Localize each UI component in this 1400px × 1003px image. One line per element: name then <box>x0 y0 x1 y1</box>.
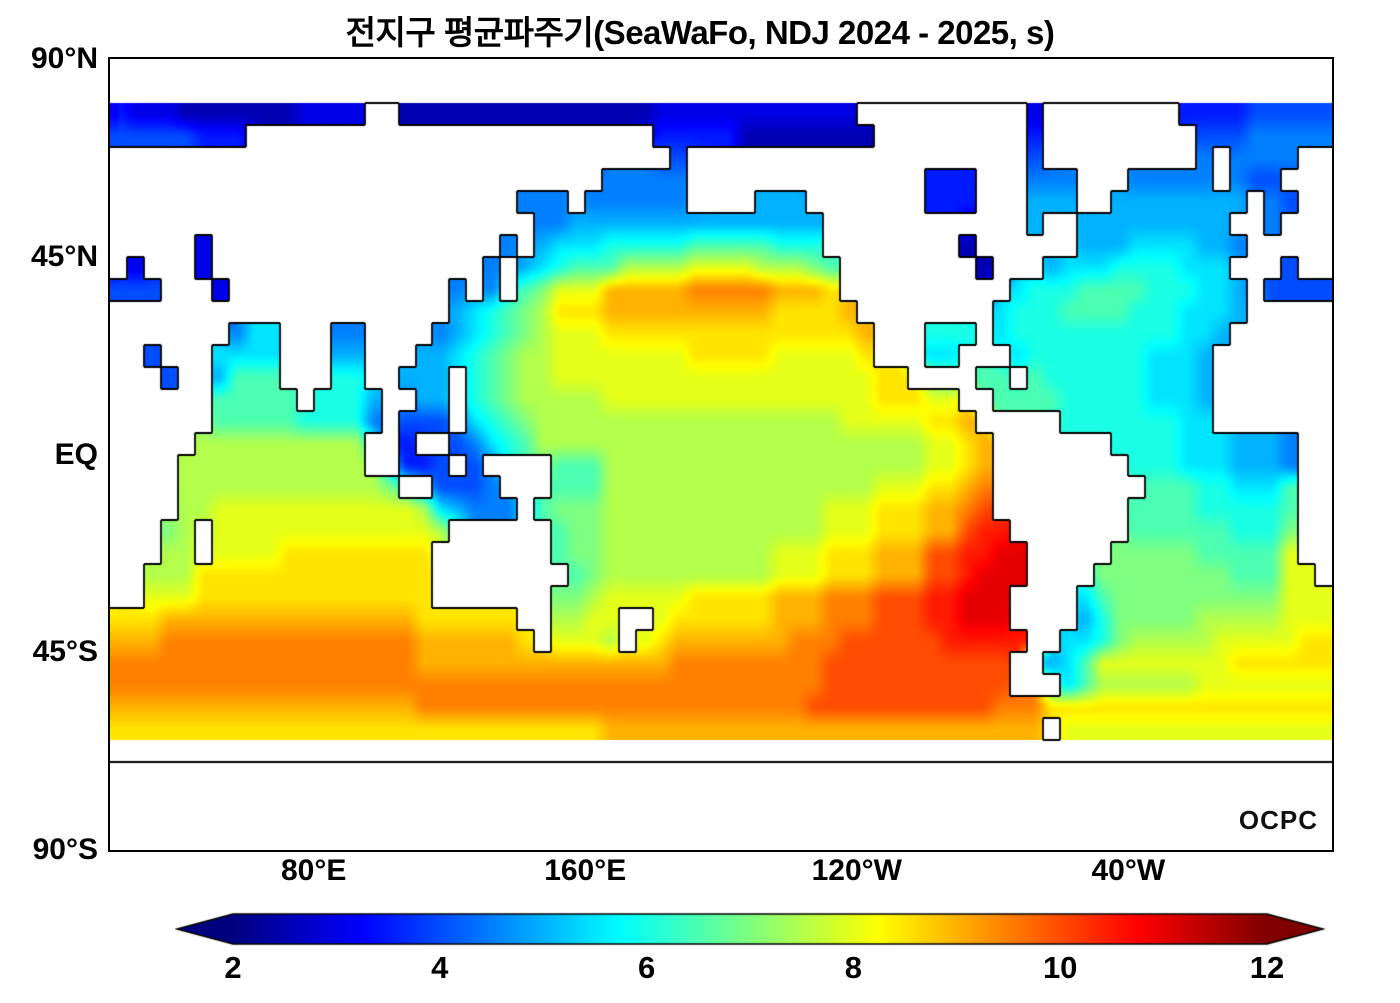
colorbar-tick-label: 10 <box>1042 950 1078 985</box>
colorbar-tick-label: 6 <box>637 950 656 985</box>
latitude-axis: 90°N 45°N EQ 45°S 90°S <box>0 42 104 866</box>
lat-tick-label: 45°S <box>32 635 98 669</box>
world-wave-period-map-canvas <box>110 59 1332 850</box>
watermark-ocpc: OCPC <box>1238 805 1318 835</box>
colorbar-tick-label: 12 <box>1249 950 1285 985</box>
lon-tick-label: 80°E <box>280 854 347 887</box>
lat-tick-label: 90°N <box>30 42 98 75</box>
lon-tick-label: 40°W <box>1091 854 1166 887</box>
lat-tick-label: 45°N <box>30 239 98 273</box>
chart-title: 전지구 평균파주기(SeaWaFo, NDJ 2024 - 2025, s) <box>345 14 1055 51</box>
colorbar-tick-label: 4 <box>431 950 449 985</box>
lon-tick-label: 160°E <box>544 854 627 887</box>
colorbar-tick-label: 8 <box>844 950 863 985</box>
lat-tick-label: EQ <box>54 437 98 471</box>
lat-tick-label: 90°S <box>32 833 98 866</box>
colorbar-tick-labels: 2 4 6 8 10 12 <box>175 950 1325 992</box>
colorbar <box>175 912 1325 946</box>
map-frame: OCPC <box>108 57 1334 852</box>
colorbar-tick-label: 2 <box>224 950 242 985</box>
longitude-axis: 80°E 160°E 120°W 40°W <box>110 854 1332 896</box>
lon-tick-label: 120°W <box>811 854 902 887</box>
